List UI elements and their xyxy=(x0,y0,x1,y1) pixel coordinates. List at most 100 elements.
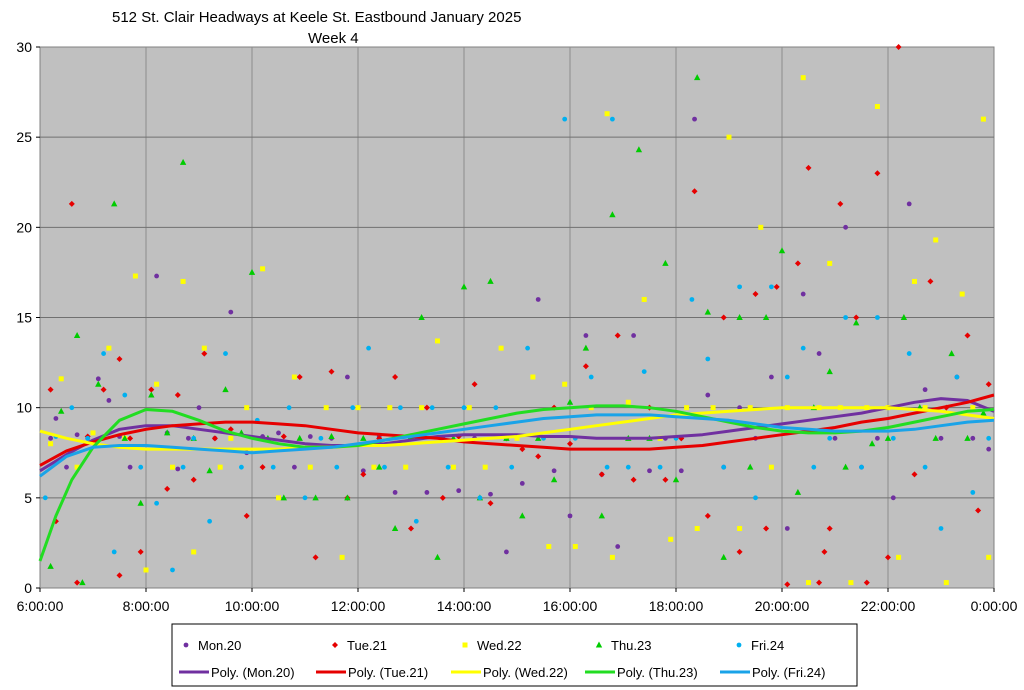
point-mon-20 xyxy=(106,398,112,403)
point-wed-22 xyxy=(482,464,488,470)
legend-label-poly-thu-23: Poly. (Thu.23) xyxy=(617,665,698,680)
point-wed-22 xyxy=(90,430,96,436)
point-wed-22 xyxy=(180,278,186,284)
point-mon-20 xyxy=(228,309,234,315)
point-thu-23 xyxy=(842,463,849,470)
point-tue-21 xyxy=(752,291,759,298)
point-fri-24 xyxy=(207,518,213,524)
point-tue-21 xyxy=(826,525,833,532)
trendline-poly-tue-21 xyxy=(39,393,995,467)
point-thu-23 xyxy=(296,434,303,441)
point-thu-23 xyxy=(566,398,574,405)
point-mon-20 xyxy=(784,526,790,531)
point-mon-20 xyxy=(737,405,742,411)
legend-label-poly-wed-22: Poly. (Wed.22) xyxy=(483,665,568,680)
point-fri-24 xyxy=(154,500,160,506)
legend-label-tue-21: Tue.21 xyxy=(347,638,387,653)
point-wed-22 xyxy=(980,116,986,122)
point-mon-20 xyxy=(906,201,912,207)
point-wed-22 xyxy=(74,464,80,470)
point-mon-20 xyxy=(488,491,493,497)
point-wed-22 xyxy=(922,405,928,411)
point-thu-23 xyxy=(137,499,144,506)
point-wed-22 xyxy=(201,345,207,351)
point-tue-21 xyxy=(662,476,669,483)
point-thu-23 xyxy=(704,308,711,315)
x-tick-label: 10:00:00 xyxy=(225,598,280,614)
point-tue-21 xyxy=(312,554,319,561)
point-fri-24 xyxy=(239,464,244,470)
point-fri-24 xyxy=(970,490,976,495)
point-mon-20 xyxy=(307,434,313,439)
point-wed-22 xyxy=(419,405,425,411)
point-fri-24 xyxy=(800,345,806,351)
point-mon-20 xyxy=(456,488,462,494)
point-tue-21 xyxy=(116,572,123,579)
point-fri-24 xyxy=(689,297,695,302)
point-fri-24 xyxy=(429,405,435,411)
point-wed-22 xyxy=(625,399,631,405)
point-fri-24 xyxy=(657,464,663,470)
point-wed-22 xyxy=(848,580,854,586)
point-thu-23 xyxy=(519,512,526,519)
point-wed-22 xyxy=(106,345,112,351)
point-thu-23 xyxy=(434,553,441,560)
point-wed-22 xyxy=(747,405,753,411)
x-tick-label: 22:00:00 xyxy=(861,598,916,614)
point-wed-22 xyxy=(604,111,610,117)
point-wed-22 xyxy=(132,273,138,279)
point-tue-21 xyxy=(567,440,573,447)
point-tue-21 xyxy=(816,579,823,586)
point-fri-24 xyxy=(641,369,647,374)
point-fri-24 xyxy=(350,405,356,411)
point-fri-24 xyxy=(827,435,833,441)
point-fri-24 xyxy=(753,495,758,501)
point-thu-23 xyxy=(720,553,727,560)
point-thu-23 xyxy=(778,247,786,254)
point-wed-22 xyxy=(609,554,615,560)
point-wed-22 xyxy=(217,464,223,470)
point-mon-20 xyxy=(345,374,350,380)
point-tue-21 xyxy=(259,464,266,471)
point-fri-24 xyxy=(302,495,308,501)
point-tue-21 xyxy=(773,283,780,290)
point-fri-24 xyxy=(769,284,774,290)
point-mon-20 xyxy=(816,351,822,356)
point-mon-20 xyxy=(292,464,297,470)
point-thu-23 xyxy=(736,314,743,320)
point-tue-21 xyxy=(614,332,621,339)
point-tue-21 xyxy=(985,381,992,388)
point-wed-22 xyxy=(514,435,520,441)
point-fri-24 xyxy=(334,464,340,470)
point-thu-23 xyxy=(95,380,102,387)
point-tue-21 xyxy=(519,446,526,453)
point-thu-23 xyxy=(535,434,542,441)
point-fri-24 xyxy=(922,464,928,470)
legend-label-poly-fri-24: Poly. (Fri.24) xyxy=(752,665,825,680)
point-fri-24 xyxy=(811,464,817,470)
point-wed-22 xyxy=(276,495,281,501)
point-tue-21 xyxy=(211,435,218,442)
point-thu-23 xyxy=(932,434,939,441)
point-fri-24 xyxy=(223,351,228,356)
point-fri-24 xyxy=(604,464,610,470)
point-mon-20 xyxy=(678,468,684,474)
point-mon-20 xyxy=(64,464,69,470)
legend-box xyxy=(171,623,858,687)
point-mon-20 xyxy=(519,481,525,486)
point-mon-20 xyxy=(360,468,366,474)
point-wed-22 xyxy=(694,525,700,531)
point-thu-23 xyxy=(948,350,955,357)
point-wed-22 xyxy=(710,405,716,411)
point-tue-21 xyxy=(201,350,208,357)
point-thu-23 xyxy=(662,259,669,266)
point-mon-20 xyxy=(196,405,202,411)
point-tue-21 xyxy=(148,386,155,393)
point-wed-22 xyxy=(806,580,811,586)
point-thu-23 xyxy=(900,314,908,320)
point-mon-20 xyxy=(583,333,589,338)
point-mon-20 xyxy=(392,490,398,495)
point-tue-21 xyxy=(392,374,399,381)
y-tick-label: 25 xyxy=(16,129,32,145)
